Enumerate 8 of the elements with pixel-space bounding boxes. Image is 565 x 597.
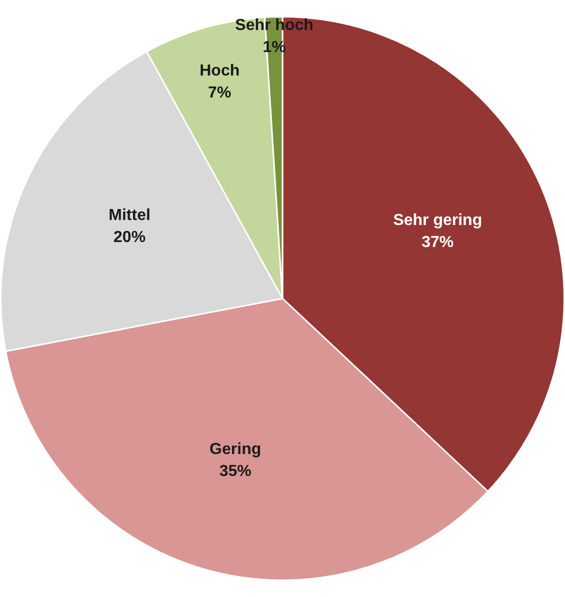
slice-label: Sehr gering — [393, 212, 482, 229]
slice-label: Mittel — [108, 206, 150, 224]
data-label: 35% — [219, 463, 252, 480]
data-label: 7% — [208, 84, 232, 102]
slice-label: Hoch — [200, 62, 240, 80]
data-label: 37% — [422, 234, 454, 251]
data-label: 20% — [114, 228, 146, 246]
slice-label: Gering — [210, 441, 262, 458]
